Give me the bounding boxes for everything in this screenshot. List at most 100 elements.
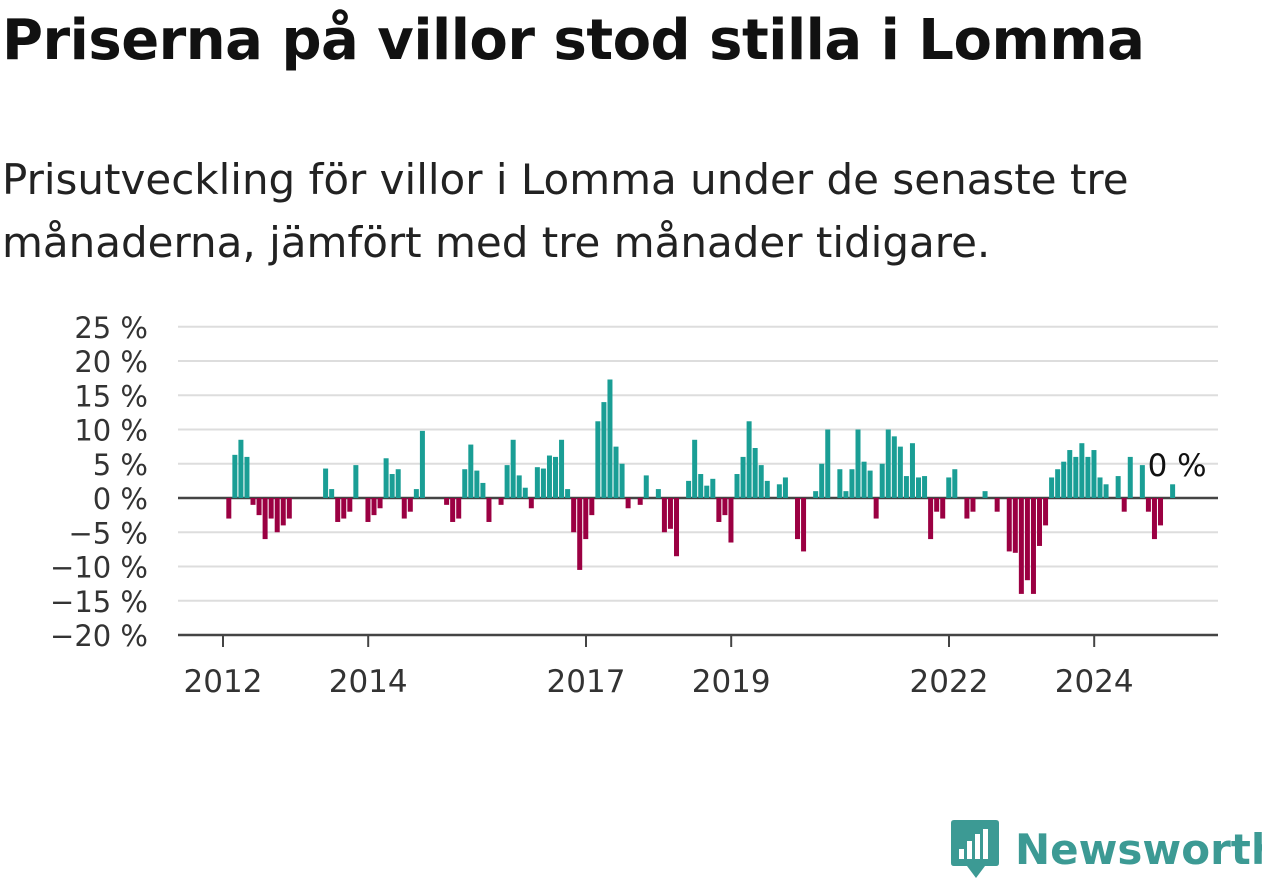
bar [226,498,232,519]
bar [734,474,740,498]
bar [674,498,680,557]
bar [540,468,546,498]
bar [522,487,528,498]
bar [843,491,849,498]
bar [855,429,861,498]
bar [928,498,934,540]
bar [407,498,413,512]
bar [909,443,915,498]
bar [1049,477,1055,498]
bar [801,498,807,552]
y-tick-label: −10 % [50,551,148,585]
bar [450,498,456,522]
x-tick-label: 2024 [1055,664,1134,700]
bar [897,446,903,499]
bar [1151,498,1157,540]
bar [1073,456,1079,498]
bar-chart: 25 %20 %15 %10 %5 %0 %−5 %−10 %−15 %−20 … [50,311,1218,700]
bar [595,421,601,498]
bar [934,498,940,512]
latest-value-label: 0 % [1148,448,1207,484]
bar [401,498,407,519]
bar [922,476,928,498]
bar [335,498,341,522]
bar [776,484,782,498]
bar [1067,450,1073,498]
bar [444,498,450,505]
bar [1006,498,1012,552]
bar [601,402,607,498]
x-tick-label: 2017 [547,664,626,700]
bar [903,476,909,498]
y-tick-label: 25 % [74,311,148,345]
bar [389,474,395,498]
x-tick-label: 2012 [184,664,263,700]
bar [256,498,262,516]
bar [710,478,716,498]
bar [819,463,825,498]
bar [589,498,595,516]
bar [456,498,462,519]
bar [1037,498,1043,546]
bar [1121,498,1127,512]
bar [341,498,347,519]
bar [571,498,577,533]
x-tick-label: 2022 [910,664,989,700]
bar [655,489,661,498]
bar [534,467,540,498]
bar [1127,456,1133,498]
bar [468,444,474,498]
bar [613,446,619,499]
y-tick-label: 0 % [93,482,148,516]
bar [510,439,516,498]
y-tick-label: 10 % [74,414,148,448]
bar [577,498,583,570]
bar [504,465,510,498]
bar [873,498,879,519]
bar [1097,477,1103,498]
bar [982,491,988,498]
bar [795,498,801,540]
y-tick-label: 15 % [74,379,148,413]
y-tick-label: 20 % [74,345,148,379]
bar [643,475,649,498]
chart-title: Priserna på villor stod stilla i Lomma [2,8,1145,73]
bar [1024,498,1030,581]
bar [764,480,770,499]
newsworthy-logo-icon [951,820,999,878]
bar [262,498,268,540]
bar [583,498,589,540]
bar [413,489,419,498]
bar [383,458,389,498]
bar [232,454,238,498]
bar [667,498,673,529]
bar-series [226,379,1176,594]
bar [250,498,256,505]
x-tick-label: 2014 [329,664,408,700]
bar [970,498,976,512]
y-tick-label: −5 % [68,516,148,550]
bar [879,463,885,498]
bar [813,491,819,498]
bar [462,469,468,498]
bar [1091,450,1097,498]
bar [371,498,377,516]
bar [698,474,704,498]
bar [365,498,371,522]
bar [885,429,891,498]
bar [498,498,504,505]
bar [1158,498,1164,526]
bar [916,477,922,498]
bar [704,485,710,498]
bar [553,456,559,498]
bar [1061,461,1067,498]
bar [1139,465,1145,498]
bar [286,498,292,519]
bar [1085,456,1091,498]
bar [474,470,480,498]
bar [1030,498,1036,594]
bar [686,480,692,499]
bar [516,475,522,498]
bar [528,498,534,509]
bar [238,439,244,498]
